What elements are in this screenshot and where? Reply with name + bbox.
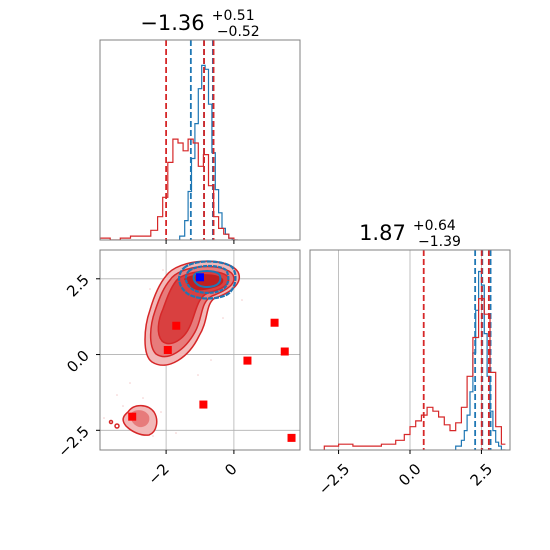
title-lower-error: −1.39 [418,234,461,250]
panel-top-left-frame [99,39,301,241]
red-square-marker [128,412,137,421]
blue-square-marker [196,273,204,282]
panel-bottom-left-content [103,260,296,442]
title-upper-error: +0.64 [413,218,456,234]
panel-bottom-right-title: 1.87 +0.64 −1.39 [359,215,461,250]
blue-contour-outer [178,260,237,300]
blue-contour-mid [184,264,230,294]
red-square-marker [199,400,208,409]
title-value: −1.36 [140,11,204,35]
title-upper-error: +0.51 [212,8,255,24]
red-contour-speck [114,423,120,429]
red-square-marker [280,347,289,356]
title-lower-error: −0.52 [217,24,260,40]
blue-contour-inner [192,270,222,288]
red-square-marker [163,346,172,354]
red-square-marker [172,321,181,330]
marker-layer [128,273,296,442]
red-square-marker [243,356,252,365]
panel-bottom-right-content [323,250,506,450]
histogram-series [179,64,237,240]
panel-top-left-title: −1.36 +0.51 −0.52 [140,5,259,40]
panel-top-left-content [100,40,238,240]
histogram-series [100,138,238,240]
panel-bottom-left-frame [99,249,301,451]
red-contour-speck [108,419,114,425]
title-value: 1.87 [359,221,406,245]
red-square-marker [270,318,279,327]
panel-top-left: −1.36 +0.51 −0.52 [99,5,301,241]
histogram-series [323,298,506,450]
red-square-marker [287,433,296,442]
